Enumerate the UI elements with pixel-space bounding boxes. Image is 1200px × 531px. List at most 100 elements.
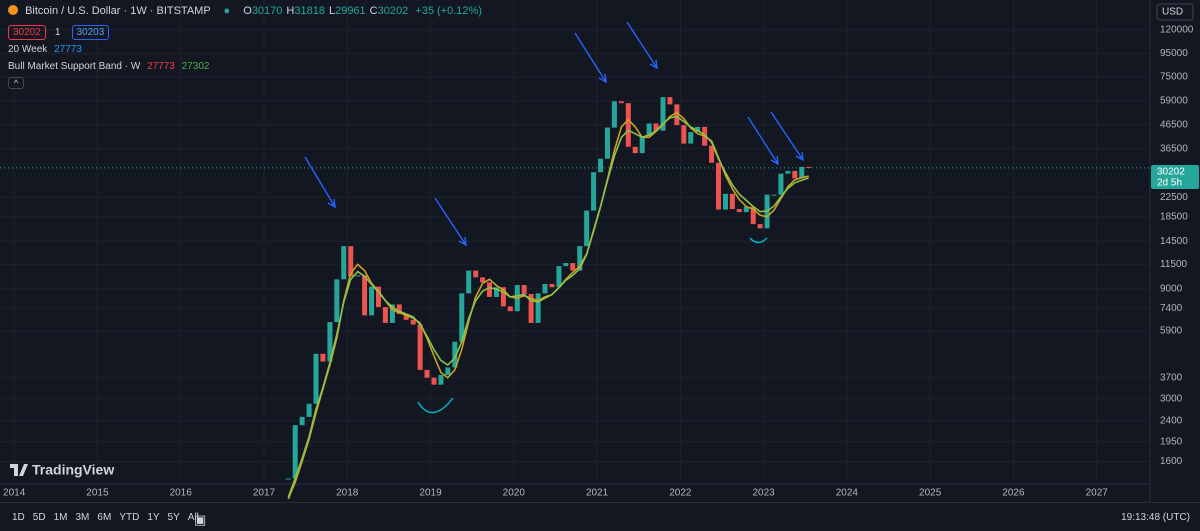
ohlc-label: H (286, 5, 295, 17)
candle (646, 123, 652, 137)
candle (327, 322, 333, 362)
candle (355, 275, 361, 277)
candle (611, 101, 617, 128)
x-tick-label: 2025 (919, 488, 942, 499)
countdown: 2d 5h (1157, 178, 1182, 189)
candle (348, 246, 354, 277)
buy-button[interactable]: 30203 (71, 25, 110, 40)
y-tick-label: 11500 (1160, 259, 1188, 270)
candle (577, 246, 583, 271)
brand-logo (10, 464, 28, 476)
candle (729, 193, 735, 210)
arrow (747, 116, 779, 166)
plot (0, 0, 1150, 500)
last-price-tag (1151, 165, 1199, 189)
candle (452, 341, 458, 368)
y-tick-label: 46500 (1160, 119, 1188, 130)
x-tick-label: 2021 (586, 488, 609, 499)
candle (500, 287, 506, 307)
y-tick-label: 2400 (1160, 416, 1183, 427)
candle (570, 263, 576, 271)
candle (424, 369, 430, 378)
range-button[interactable]: 3M (75, 512, 90, 523)
y-tick-label: 9000 (1160, 283, 1183, 294)
sell-button[interactable]: 30202 (8, 25, 46, 40)
candle (771, 194, 777, 196)
candle (604, 127, 610, 159)
range-button[interactable]: 5D (32, 512, 46, 523)
indicator-name: Bull Market Support Band · W (8, 61, 141, 72)
x-tick-label: 2016 (170, 488, 193, 499)
arrow (434, 197, 467, 247)
candle (792, 170, 798, 179)
candle (674, 104, 680, 126)
indicator-value: 27302 (181, 61, 210, 72)
indicator: 20 Week 27773 (8, 44, 82, 55)
candle (431, 377, 437, 385)
currency[interactable]: USD (1162, 7, 1183, 18)
candle (299, 416, 305, 426)
arrow (626, 21, 658, 70)
ohlc-label: L (328, 5, 336, 17)
y-tick-label: 22500 (1160, 192, 1188, 203)
range-button[interactable]: 1M (53, 512, 68, 523)
ohlc-label: O (243, 5, 252, 17)
candle (799, 166, 805, 179)
candle (598, 158, 604, 173)
range-button[interactable]: All (187, 512, 199, 523)
x-tick-label: 2019 (419, 488, 442, 499)
candle (459, 293, 465, 342)
x-tick-label: 2026 (1002, 488, 1025, 499)
range-button[interactable]: 1Y (147, 512, 160, 523)
brand: TradingView (32, 462, 114, 478)
candle (715, 162, 721, 210)
range-button[interactable]: YTD (119, 512, 140, 523)
candle (507, 306, 513, 312)
candle (632, 146, 638, 154)
range-button[interactable]: 1D (12, 512, 25, 523)
candle (688, 132, 694, 144)
candle (285, 478, 291, 480)
candle (389, 304, 395, 323)
candle (556, 266, 562, 288)
annotations (417, 237, 768, 414)
candle (743, 206, 749, 213)
bottom-toolbar: 1D 5D 1M 3M 6M YTD 1Y 5Y All ▣ 19:13:48 (UTC) (0, 502, 1200, 531)
date-range-icon[interactable]: ▣ (194, 512, 207, 527)
ohlc: O30170 H31818 L29961 C30202 (243, 5, 412, 17)
candle (480, 277, 486, 283)
x-tick-label: 2014 (3, 488, 26, 499)
ohlc-label: C (369, 5, 378, 17)
indicator-name: 20 Week (8, 44, 48, 55)
candle (369, 286, 375, 316)
candle (660, 97, 666, 131)
candle (493, 287, 499, 297)
indicator: Bull Market Support Band · W 27773 27302 (8, 61, 209, 72)
candle (750, 206, 756, 225)
ohlc-value: 29961 (335, 5, 366, 17)
currency-button[interactable] (1156, 3, 1194, 21)
candle (403, 313, 409, 320)
price-axis-bg (1150, 0, 1200, 502)
candle (549, 283, 555, 288)
candle (778, 173, 784, 195)
header: Bitcoin / U.S. Dollar · 1W · BITSTAMP ● … (8, 5, 482, 17)
y-tick-label: 36500 (1160, 144, 1188, 155)
chart: 30202 2d 5h USD TradingView 1600 1950 2400… (0, 0, 1200, 502)
ohlc-value: 30202 (377, 5, 409, 17)
candle (486, 282, 492, 297)
arrow (574, 32, 607, 84)
candle (681, 125, 687, 144)
quantity: 1 (54, 27, 61, 38)
change: +35 (+0.12%) (415, 5, 482, 17)
range-button[interactable]: 6M (97, 512, 112, 523)
candle (320, 353, 326, 362)
candle (618, 101, 624, 104)
candle (563, 263, 569, 267)
candle (667, 97, 673, 105)
range-button[interactable]: 5Y (167, 512, 180, 523)
collapse-button[interactable]: ^ (8, 77, 25, 89)
symbol-title: Bitcoin / U.S. Dollar · 1W · BITSTAMP (25, 5, 211, 17)
candle (806, 166, 812, 168)
candle (410, 319, 416, 325)
